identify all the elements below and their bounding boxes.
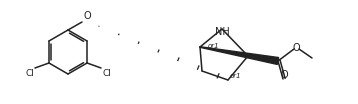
Text: O: O	[83, 11, 91, 21]
Text: Cl: Cl	[102, 69, 111, 78]
Text: O: O	[292, 43, 300, 53]
Text: or1: or1	[208, 43, 219, 49]
Text: Cl: Cl	[25, 69, 34, 78]
Text: O: O	[280, 70, 288, 80]
Text: NH: NH	[215, 27, 229, 37]
Polygon shape	[200, 47, 279, 64]
Text: or1: or1	[230, 73, 242, 79]
